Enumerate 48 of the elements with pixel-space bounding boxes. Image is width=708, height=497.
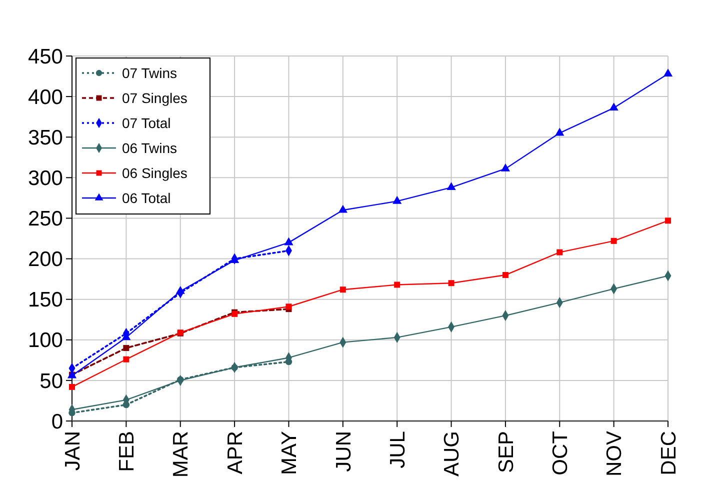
point [338,204,348,213]
y-tick-label: 450 [28,45,63,68]
legend-label: 07 Total [122,114,171,131]
y-tick-label: 300 [28,167,63,190]
y-tick-label: 200 [28,248,63,272]
x-tick-label: NOV [603,431,626,477]
y-tick-label: 350 [28,126,63,150]
y-tick-label: 100 [28,329,63,352]
point [176,286,185,294]
point [556,249,563,256]
y-tick-label: 150 [28,288,63,312]
point [609,102,618,111]
x-tick-label: OCT [548,430,572,476]
point [446,182,456,190]
point [502,272,508,278]
legend-label: 06 Total [122,190,171,206]
point [69,384,75,390]
y-tick-label: 50 [40,370,63,393]
x-tick-label: MAY [278,431,302,475]
legend-label: 06 Singles [122,164,188,181]
point [448,280,454,286]
point [665,218,671,224]
legend-label: 07 Twins [122,64,177,81]
point [663,68,673,76]
x-tick-label: APR [224,431,247,474]
point [610,238,617,244]
legend-label: 06 Twins [122,140,177,156]
x-tick-label: SEP [494,431,518,474]
x-tick-label: JUN [332,431,356,472]
x-tick-label: AUG [440,431,464,477]
x-tick-label: JUL [386,431,410,468]
point [340,286,346,293]
y-tick-label: 250 [28,208,63,231]
legend-label: 07 Singles [122,90,188,106]
point [555,128,564,136]
y-tick-label: 400 [28,86,63,109]
point [286,304,292,310]
point [500,163,510,172]
point [394,282,400,288]
point [123,345,130,351]
x-tick-label: FEB [116,431,139,472]
x-tick-label: MAR [170,431,193,478]
point [123,356,130,362]
point [284,237,294,246]
x-tick-label: JAN [61,431,84,471]
point [392,196,402,204]
y-tick-label: 0 [51,410,63,434]
x-tick-label: DEC [657,431,680,476]
